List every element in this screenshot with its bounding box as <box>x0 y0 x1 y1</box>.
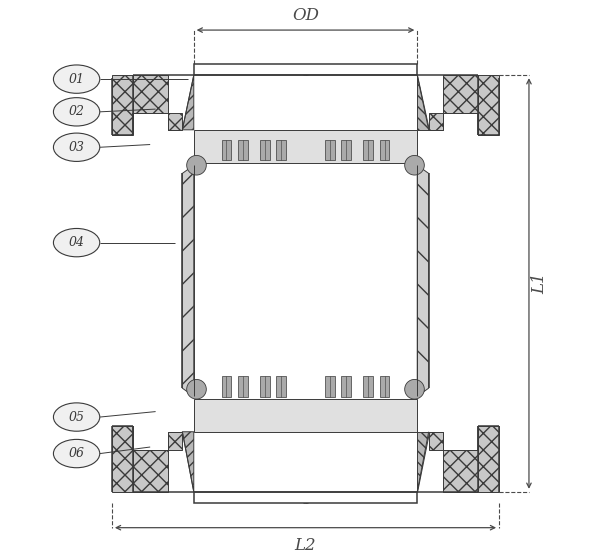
Text: OD: OD <box>292 7 319 24</box>
Bar <box>443 450 478 492</box>
Bar <box>112 426 133 492</box>
Bar <box>194 174 417 388</box>
Circle shape <box>187 380 207 399</box>
Polygon shape <box>417 75 429 130</box>
Text: 02: 02 <box>68 105 84 118</box>
Ellipse shape <box>53 65 100 94</box>
Bar <box>276 376 286 397</box>
Ellipse shape <box>53 97 100 126</box>
Bar <box>260 139 269 160</box>
Text: 03: 03 <box>68 141 84 154</box>
Bar <box>222 139 232 160</box>
Bar <box>276 139 286 160</box>
Bar <box>325 376 335 397</box>
Ellipse shape <box>53 440 100 468</box>
Polygon shape <box>417 432 429 492</box>
Ellipse shape <box>53 403 100 431</box>
Ellipse shape <box>53 133 100 161</box>
Bar <box>478 426 499 492</box>
Bar <box>194 399 417 432</box>
Bar <box>194 492 417 503</box>
Text: 01: 01 <box>68 73 84 86</box>
Bar <box>238 376 247 397</box>
Bar <box>133 450 168 492</box>
Bar <box>429 114 443 130</box>
Bar <box>260 376 269 397</box>
Bar <box>342 376 351 397</box>
Bar <box>379 376 389 397</box>
Circle shape <box>404 156 424 175</box>
Text: 04: 04 <box>68 236 84 249</box>
Bar <box>443 75 478 114</box>
Bar <box>168 114 182 130</box>
Bar <box>238 139 247 160</box>
Text: 06: 06 <box>68 447 84 460</box>
Bar <box>364 376 373 397</box>
Bar <box>194 130 417 162</box>
Text: L2: L2 <box>295 538 316 554</box>
Bar <box>112 75 133 136</box>
Bar <box>203 174 408 388</box>
Bar <box>478 75 499 136</box>
Bar <box>133 75 168 114</box>
Bar <box>379 139 389 160</box>
Circle shape <box>187 156 207 175</box>
Text: 05: 05 <box>68 410 84 423</box>
Bar <box>168 432 182 450</box>
Polygon shape <box>182 432 194 492</box>
Bar <box>429 432 443 450</box>
Bar <box>342 139 351 160</box>
Bar <box>222 376 232 397</box>
Polygon shape <box>182 165 194 396</box>
Polygon shape <box>182 75 194 130</box>
Text: L1: L1 <box>532 273 548 295</box>
Polygon shape <box>417 165 429 396</box>
Bar <box>364 139 373 160</box>
Bar <box>194 64 417 75</box>
Ellipse shape <box>53 228 100 257</box>
Bar <box>325 139 335 160</box>
Circle shape <box>404 380 424 399</box>
